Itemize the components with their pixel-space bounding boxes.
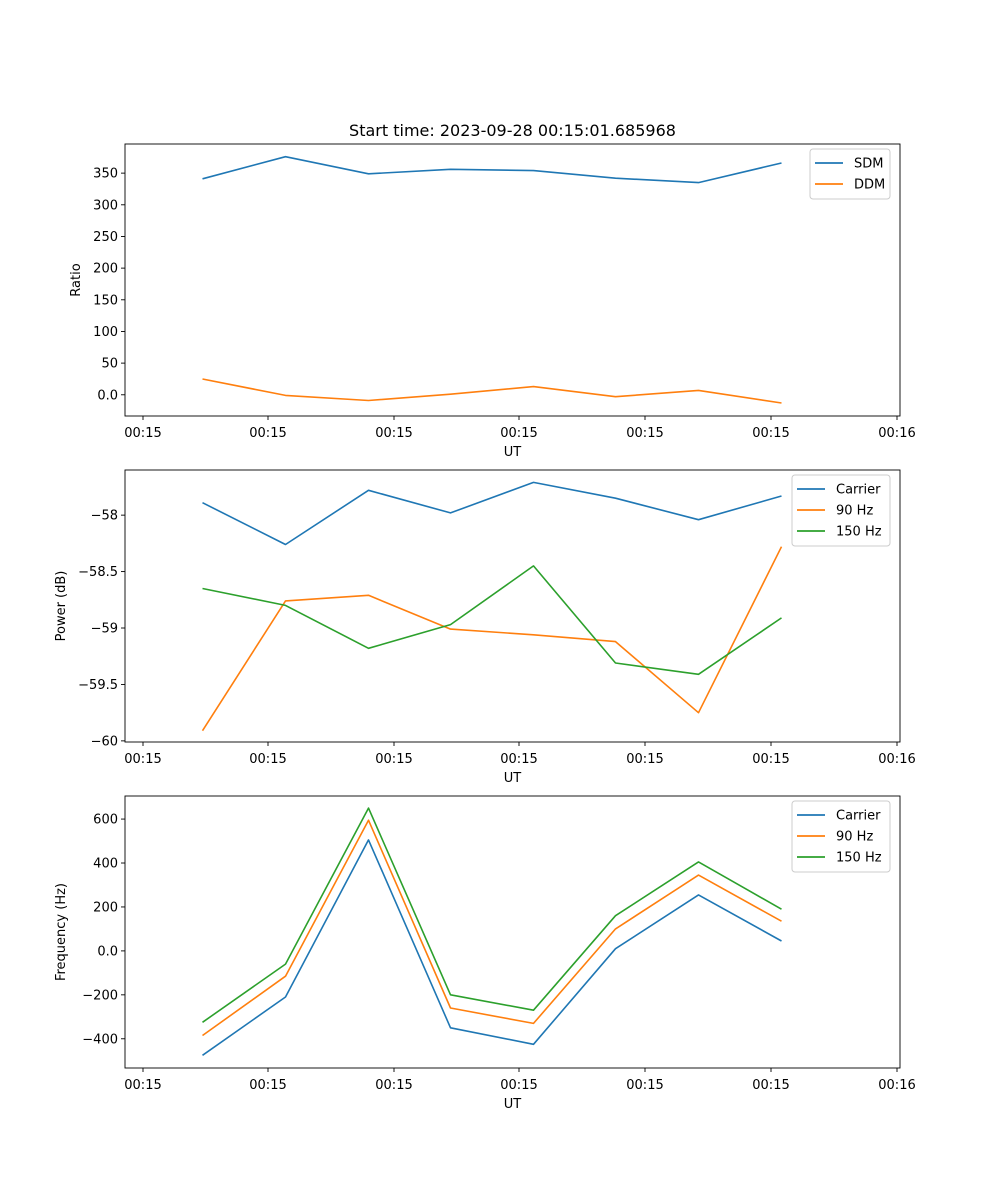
y-tick-label: 600 <box>93 813 118 828</box>
x-tick-label: 00:15 <box>249 752 286 767</box>
series-line-90-hz <box>202 819 782 1037</box>
x-tick-label: 00:16 <box>878 752 915 767</box>
y-tick-label: 50 <box>101 357 118 372</box>
x-axis-label: UT <box>504 771 522 786</box>
x-tick-label: 00:15 <box>375 1078 412 1093</box>
panel-2: −60 −59.5 −59 −58.5 −58 00:15 00:15 00:15 00:15 0… <box>54 469 916 786</box>
y-tick-label: −60 <box>91 734 118 749</box>
legend-label: 90 Hz <box>836 830 873 845</box>
x-tick-label: 00:15 <box>752 752 789 767</box>
x-tick-label: 00:15 <box>249 1078 286 1093</box>
x-tick-label: 00:15 <box>500 752 537 767</box>
panel-1: 0.0 50 100 150 200 250 300 350 00:15 00:15 00:15 00… <box>69 143 916 460</box>
y-tick-label: −58.5 <box>78 565 118 580</box>
y-tick-label: 0.0 <box>97 944 118 959</box>
y-tick-label: −59.5 <box>78 678 118 693</box>
y-tick-label: −58 <box>91 509 118 524</box>
panel-3-axes-frame <box>124 795 901 1069</box>
x-tick-label: 00:15 <box>124 752 161 767</box>
x-tick-label: 00:15 <box>124 1078 161 1093</box>
y-tick-label: −59 <box>91 622 118 637</box>
x-tick-label: 00:15 <box>375 752 412 767</box>
legend: SDM DDM <box>809 148 891 200</box>
legend-label: 150 Hz <box>836 851 882 866</box>
panel-3: −400 −200 0.0 200 400 600 00:15 00:15 00:15 00:15… <box>54 795 916 1112</box>
legend-label: Carrier <box>836 483 881 498</box>
series-line-sdm <box>202 155 782 184</box>
x-tick-label: 00:16 <box>878 426 915 441</box>
legend: Carrier 90 Hz 150 Hz <box>791 474 891 547</box>
series-line-90-hz <box>201 546 783 732</box>
panel-2-axes-frame <box>124 469 901 743</box>
x-tick-label: 00:15 <box>626 752 663 767</box>
legend-label: Carrier <box>836 809 881 824</box>
legend-label: DDM <box>854 178 885 193</box>
y-tick-label: 350 <box>93 167 118 182</box>
x-tick-label: 00:15 <box>626 426 663 441</box>
y-tick-label: 250 <box>93 230 118 245</box>
y-tick-label: 300 <box>93 198 118 213</box>
series-line-carrier <box>202 839 782 1056</box>
y-tick-label: 200 <box>93 900 118 915</box>
y-axis-label: Ratio <box>69 263 84 296</box>
y-tick-label: 0.0 <box>97 388 118 403</box>
panels: 0.0 50 100 150 200 250 300 350 00:15 00:15 00:15 00… <box>54 143 916 1112</box>
x-tick-label: 00:15 <box>752 1078 789 1093</box>
panel-1-axes-frame <box>124 143 901 417</box>
series-line-150-hz <box>202 807 782 1023</box>
y-axis-label: Power (dB) <box>54 571 69 642</box>
chart-title: Start time: 2023-09-28 00:15:01.685968 <box>349 121 676 140</box>
y-axis-label: Frequency (Hz) <box>54 883 69 981</box>
x-axis-label: UT <box>504 1097 522 1112</box>
x-tick-label: 00:15 <box>752 426 789 441</box>
x-tick-label: 00:15 <box>500 426 537 441</box>
legend-label: SDM <box>854 157 883 172</box>
y-tick-label: 200 <box>93 262 118 277</box>
y-tick-label: −200 <box>82 988 118 1003</box>
legend-box <box>809 148 891 200</box>
x-tick-label: 00:15 <box>375 426 412 441</box>
x-axis-label: UT <box>504 445 522 460</box>
legend: Carrier 90 Hz 150 Hz <box>791 800 891 873</box>
x-tick-label: 00:15 <box>249 426 286 441</box>
series-line-150-hz <box>202 565 782 676</box>
x-tick-label: 00:16 <box>878 1078 915 1093</box>
y-tick-label: 400 <box>93 857 118 872</box>
y-tick-label: 150 <box>93 293 118 308</box>
legend-label: 90 Hz <box>836 504 873 519</box>
series-line-carrier <box>202 481 782 546</box>
legend-label: 150 Hz <box>836 525 882 540</box>
x-tick-label: 00:15 <box>500 1078 537 1093</box>
legend-box <box>791 474 891 547</box>
x-tick-label: 00:15 <box>626 1078 663 1093</box>
y-tick-label: 100 <box>93 325 118 340</box>
legend-box <box>791 800 891 873</box>
x-tick-label: 00:15 <box>124 426 161 441</box>
y-tick-label: −400 <box>82 1032 118 1047</box>
series-line-ddm <box>202 378 782 404</box>
